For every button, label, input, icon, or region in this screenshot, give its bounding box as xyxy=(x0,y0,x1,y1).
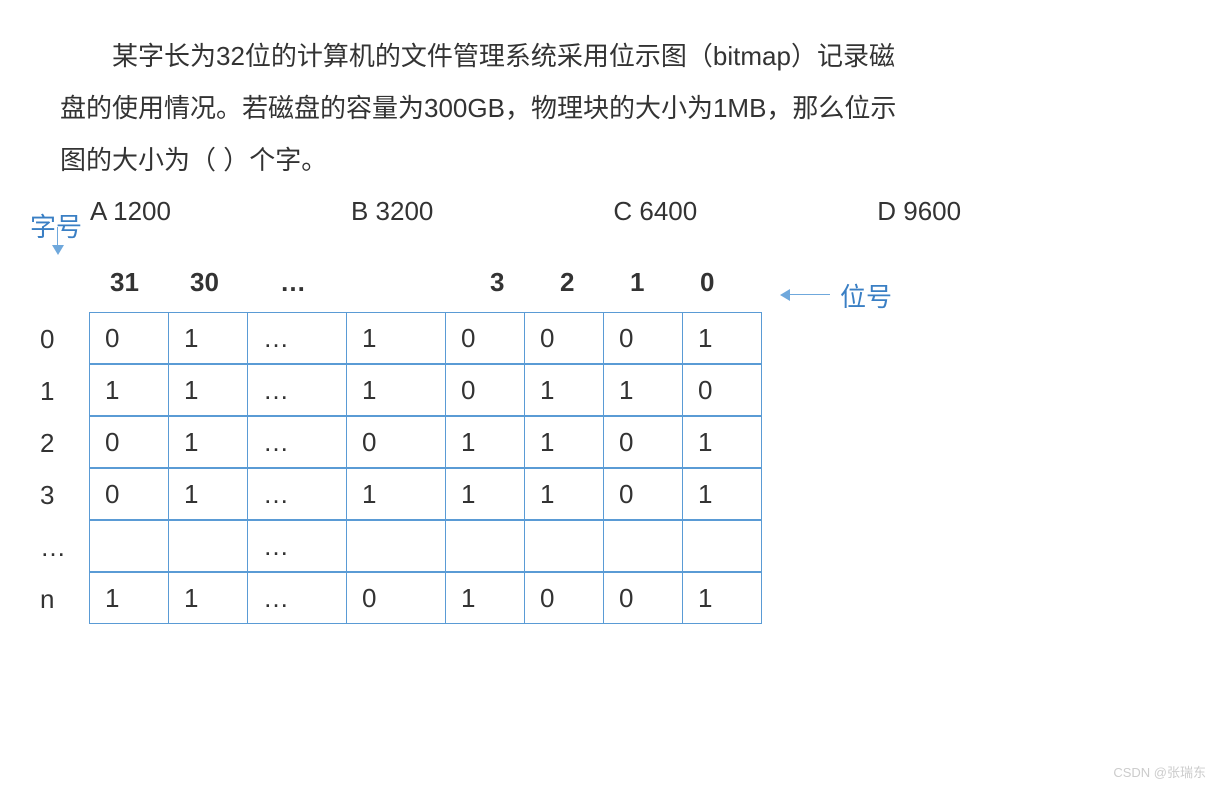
row-label: 1 xyxy=(30,365,90,417)
matrix-row: 01…01101 xyxy=(90,417,762,469)
matrix-cell: 0 xyxy=(346,572,446,624)
row-label: 2 xyxy=(30,417,90,469)
matrix-cell: 1 xyxy=(682,572,762,624)
bit-header-dots: … xyxy=(270,267,490,298)
matrix-cell: 1 xyxy=(346,312,446,364)
matrix-row: … xyxy=(90,521,762,573)
arrow-down-icon xyxy=(52,245,64,255)
table-row: 201…01101 xyxy=(30,417,1156,469)
matrix-cell: 1 xyxy=(445,468,525,520)
row-label: n xyxy=(30,573,90,625)
matrix-cell xyxy=(445,520,525,572)
matrix-cell: 0 xyxy=(445,312,525,364)
matrix-cell: 1 xyxy=(346,468,446,520)
options-row: A 1200 B 3200 C 6400 D 9600 xyxy=(60,196,1156,227)
matrix-cell: 0 xyxy=(89,416,169,468)
matrix-cell: 1 xyxy=(524,468,604,520)
matrix-cell: 1 xyxy=(346,364,446,416)
matrix-row: 11…01001 xyxy=(90,573,762,625)
matrix-cell: … xyxy=(247,572,347,624)
matrix-cell xyxy=(89,520,169,572)
matrix-cell: 1 xyxy=(168,364,248,416)
row-label: … xyxy=(30,521,90,573)
option-a[interactable]: A 1200 xyxy=(90,196,171,227)
bitmap-diagram: 字号 位号 31 30 … 3 2 1 0 001…10001111…10110… xyxy=(30,267,1156,625)
matrix-cell: 1 xyxy=(524,416,604,468)
option-c[interactable]: C 6400 xyxy=(613,196,697,227)
matrix-cell: 1 xyxy=(445,572,525,624)
matrix-cell: … xyxy=(247,520,347,572)
matrix-cell: 1 xyxy=(682,312,762,364)
matrix-cell: 1 xyxy=(89,572,169,624)
matrix-cell: … xyxy=(247,416,347,468)
matrix-cell: 0 xyxy=(89,468,169,520)
matrix-cell xyxy=(603,520,683,572)
matrix-row: 11…10110 xyxy=(90,365,762,417)
bit-header-0: 0 xyxy=(700,267,770,298)
question-block: 某字长为32位的计算机的文件管理系统采用位示图（bitmap）记录磁 盘的使用情… xyxy=(60,30,1156,186)
arrow-left-icon xyxy=(780,289,790,301)
matrix-cell: 1 xyxy=(89,364,169,416)
bit-header-31: 31 xyxy=(110,267,190,298)
question-line-2: 盘的使用情况。若磁盘的容量为300GB，物理块的大小为1MB，那么位示 xyxy=(60,82,1156,134)
matrix-cell: 0 xyxy=(524,312,604,364)
matrix-cell xyxy=(168,520,248,572)
row-label: 0 xyxy=(30,313,90,365)
matrix-cell: 1 xyxy=(168,312,248,364)
bitmap-matrix: 001…10001111…10110201…01101301…11101……n1… xyxy=(30,313,1156,625)
matrix-cell: … xyxy=(247,364,347,416)
word-number-label: 字号 xyxy=(30,207,82,244)
matrix-row: 01…11101 xyxy=(90,469,762,521)
table-row: 001…10001 xyxy=(30,313,1156,365)
matrix-cell: 0 xyxy=(603,416,683,468)
bit-header-30: 30 xyxy=(190,267,270,298)
matrix-cell: 1 xyxy=(445,416,525,468)
matrix-cell xyxy=(346,520,446,572)
bit-header-2: 2 xyxy=(560,267,630,298)
matrix-cell xyxy=(524,520,604,572)
row-label: 3 xyxy=(30,469,90,521)
matrix-cell: 0 xyxy=(603,468,683,520)
option-b[interactable]: B 3200 xyxy=(351,196,433,227)
matrix-cell: 1 xyxy=(682,416,762,468)
matrix-cell: 1 xyxy=(168,572,248,624)
matrix-cell: 1 xyxy=(168,468,248,520)
question-line-3: 图的大小为（ ）个字。 xyxy=(60,134,1156,186)
table-row: 111…10110 xyxy=(30,365,1156,417)
bit-header-1: 1 xyxy=(630,267,700,298)
matrix-cell: 1 xyxy=(168,416,248,468)
matrix-cell: 1 xyxy=(682,468,762,520)
arrow-left-stem xyxy=(790,294,830,295)
table-row: 301…11101 xyxy=(30,469,1156,521)
option-d[interactable]: D 9600 xyxy=(877,196,961,227)
question-line-1: 某字长为32位的计算机的文件管理系统采用位示图（bitmap）记录磁 xyxy=(60,30,1156,82)
matrix-cell: 0 xyxy=(682,364,762,416)
matrix-cell: 1 xyxy=(524,364,604,416)
matrix-cell: … xyxy=(247,468,347,520)
bit-headers-row: 31 30 … 3 2 1 0 xyxy=(110,267,1156,298)
matrix-cell: 0 xyxy=(603,572,683,624)
matrix-cell xyxy=(682,520,762,572)
watermark: CSDN @张瑞东 xyxy=(1113,762,1206,781)
bit-header-3: 3 xyxy=(490,267,560,298)
matrix-cell: 0 xyxy=(603,312,683,364)
matrix-cell: 0 xyxy=(346,416,446,468)
bit-number-label: 位号 xyxy=(840,277,892,314)
matrix-cell: 0 xyxy=(89,312,169,364)
table-row: …… xyxy=(30,521,1156,573)
matrix-cell: 1 xyxy=(603,364,683,416)
matrix-cell: 0 xyxy=(445,364,525,416)
matrix-row: 01…10001 xyxy=(90,313,762,365)
matrix-cell: … xyxy=(247,312,347,364)
matrix-cell: 0 xyxy=(524,572,604,624)
table-row: n11…01001 xyxy=(30,573,1156,625)
